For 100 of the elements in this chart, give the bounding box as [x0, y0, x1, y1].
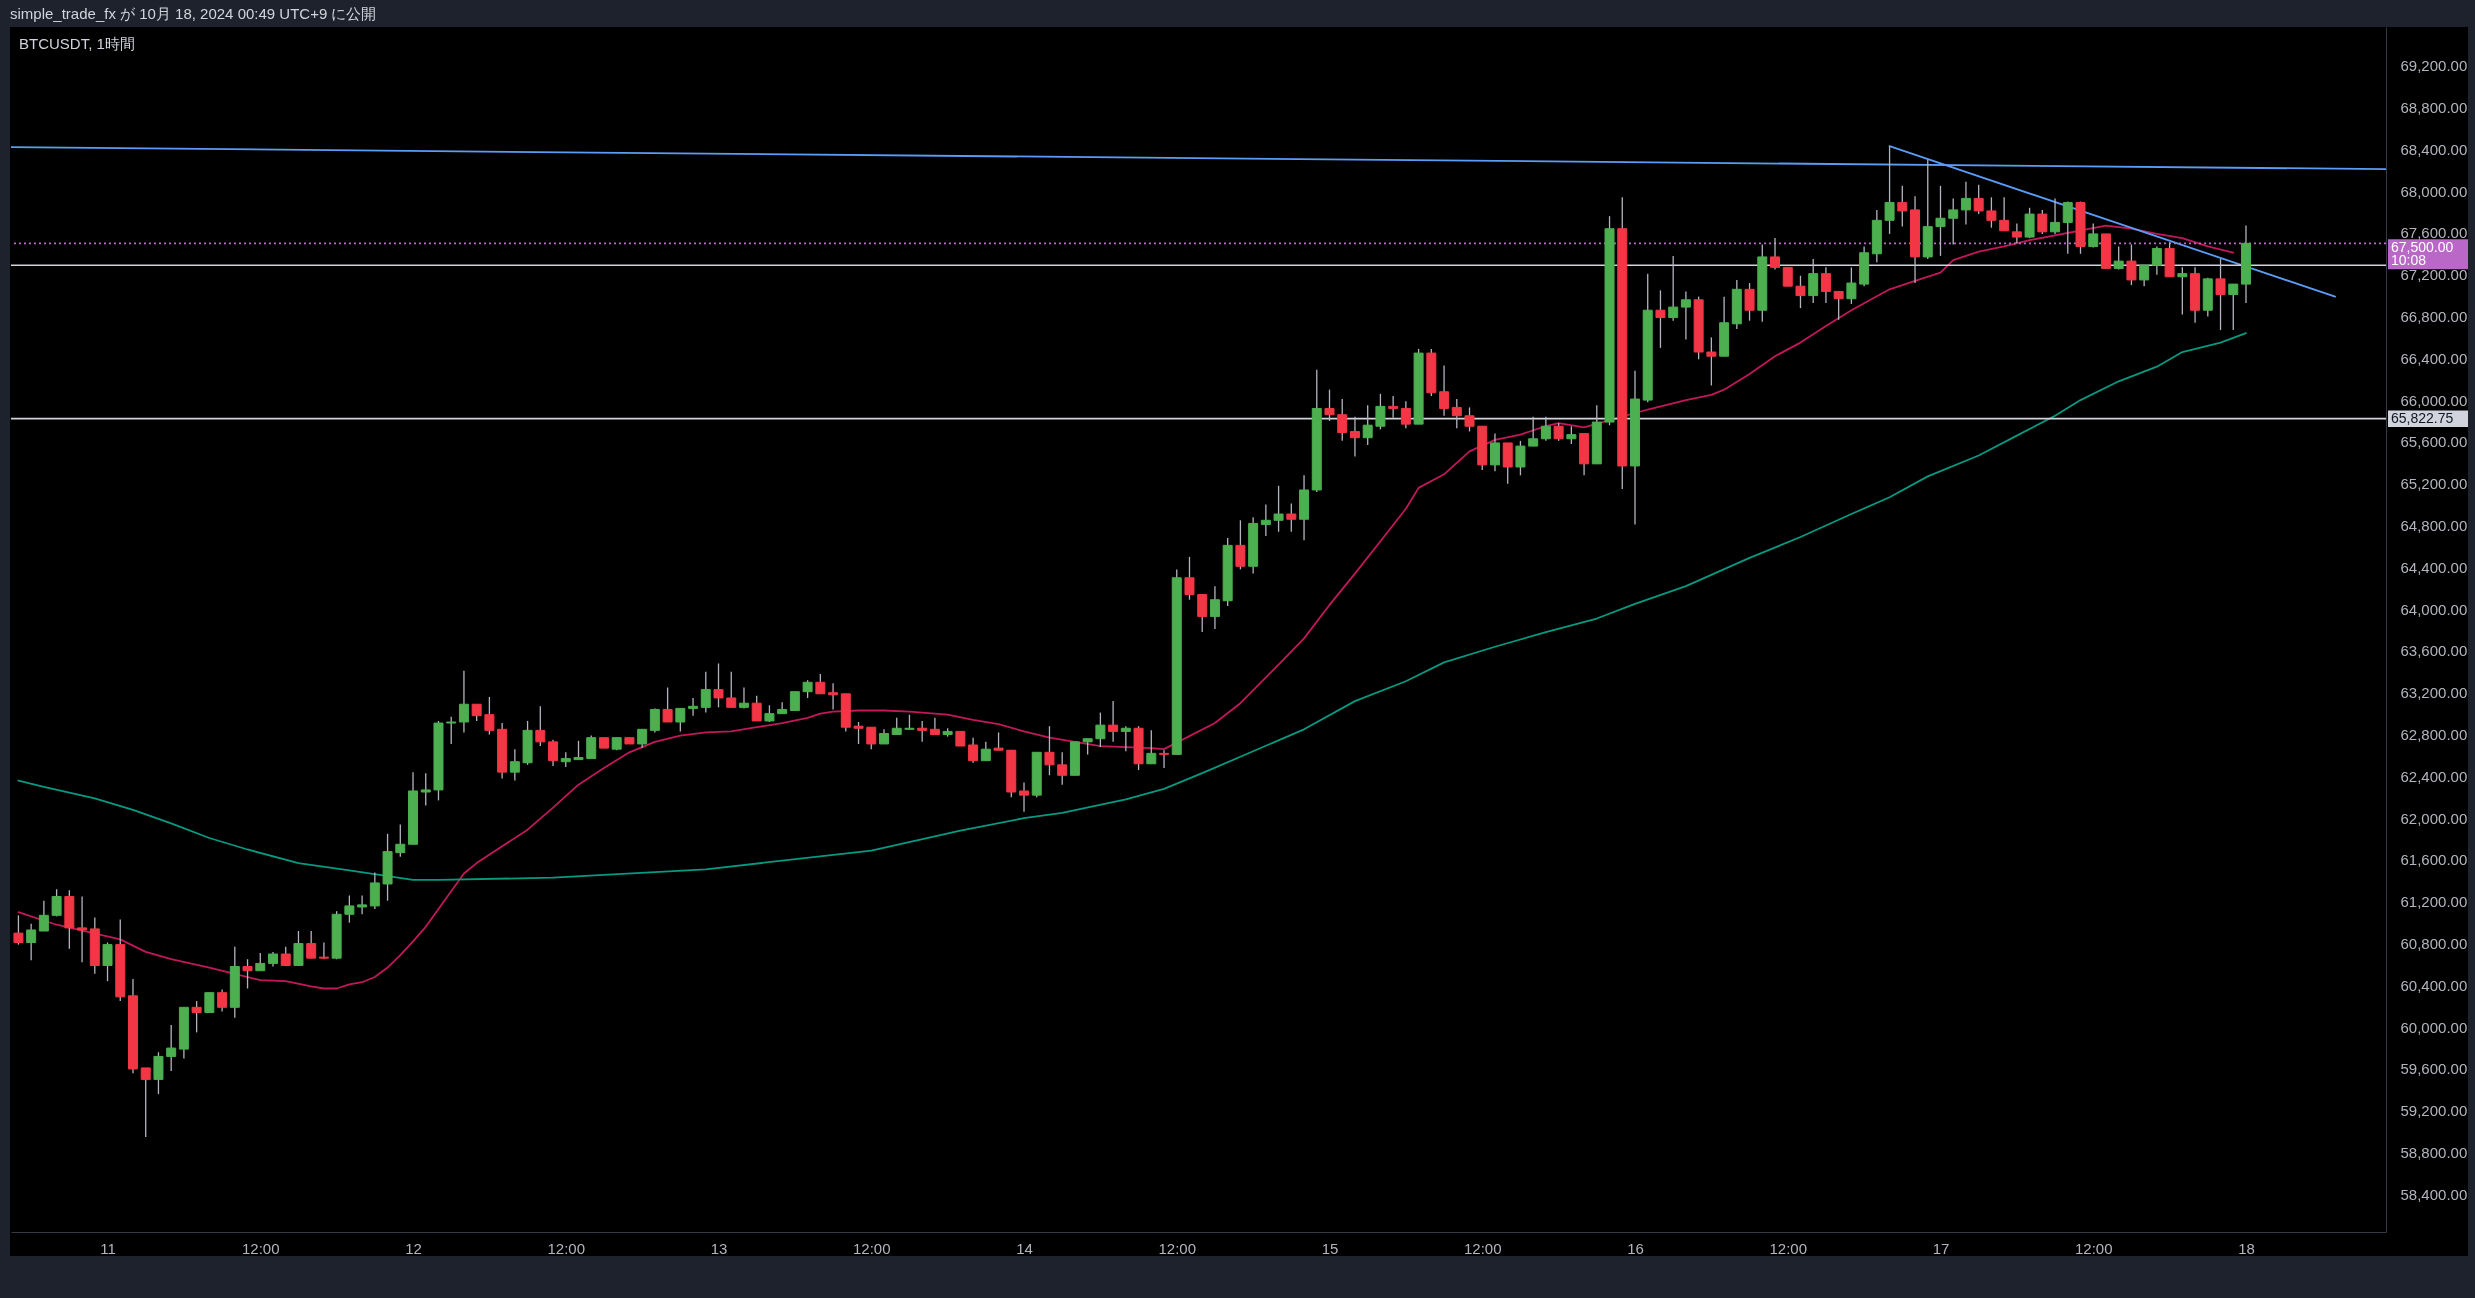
candlestick [1235, 519, 1246, 571]
candlestick [2139, 264, 2150, 287]
candlestick [13, 914, 24, 946]
candlestick [1260, 503, 1271, 537]
y-tick-label: 67,200.00 [2400, 266, 2468, 284]
candlestick [1375, 393, 1386, 431]
x-tick-label: 12:00 [1463, 1239, 1502, 1257]
candlestick [815, 673, 826, 695]
candlestick [586, 734, 597, 760]
candlestick [1770, 237, 1781, 271]
candlestick [458, 670, 469, 734]
line-series [17, 224, 2235, 990]
candlestick [968, 737, 979, 764]
candlestick [2215, 258, 2226, 331]
y-tick-label: 62,000.00 [2400, 809, 2468, 827]
ref-line-label: 65,822.75 [2391, 409, 2454, 426]
candlestick [917, 720, 928, 743]
candlestick [1273, 485, 1284, 533]
y-tick-label: 66,400.00 [2400, 349, 2468, 367]
candlestick [1948, 197, 1959, 246]
candlestick [1540, 416, 1551, 442]
candlestick [77, 895, 88, 964]
y-tick-label: 61,600.00 [2400, 851, 2468, 869]
candlestick [853, 721, 864, 745]
candlestick [1668, 255, 1679, 322]
candlestick [1489, 432, 1500, 472]
candlestick [166, 1024, 177, 1072]
candlestick [1464, 406, 1475, 433]
candlestick [1999, 196, 2010, 232]
candlestick [140, 1067, 151, 1138]
candlestick [26, 923, 37, 961]
candlestick [1197, 593, 1208, 633]
x-tick-label: 18 [2238, 1239, 2255, 1257]
candlestick [726, 671, 737, 709]
y-tick-label: 66,800.00 [2400, 307, 2468, 325]
y-tick-label: 64,400.00 [2400, 558, 2468, 576]
candlestick [2050, 197, 2061, 235]
text: simple_trade_fx が 10月 18, 2024 00:49 UTC+9 に公開 [10, 4, 377, 24]
candlestick [1146, 729, 1157, 765]
y-tick-label: 59,600.00 [2400, 1060, 2468, 1078]
candlestick [573, 740, 584, 761]
y-tick-label: 60,800.00 [2400, 935, 2468, 953]
line-series [17, 332, 2247, 881]
candlestick [1057, 751, 1068, 786]
candlestick [1528, 416, 1539, 447]
candlestick [751, 695, 762, 722]
y-tick-label: 61,200.00 [2400, 893, 2468, 911]
candlestick [1795, 275, 1806, 309]
x-tick-label: 16 [1627, 1239, 1644, 1257]
candlestick [1184, 556, 1195, 601]
candlestick [2011, 222, 2022, 244]
candlestick [980, 741, 991, 762]
candlestick [153, 1051, 164, 1095]
candlestick [688, 697, 699, 717]
candlestick [1044, 725, 1055, 776]
candlestick [1897, 185, 1908, 228]
x-tick-label: 13 [710, 1239, 728, 1257]
x-tick-label: 12:00 [1769, 1239, 1808, 1257]
candlestick [344, 894, 355, 924]
y-tick-label: 58,400.00 [2400, 1185, 2468, 1203]
candlestick [51, 888, 62, 918]
y-tick-label: 68,800.00 [2400, 98, 2468, 116]
candlestick [1209, 585, 1220, 630]
candlestick [420, 772, 431, 807]
y-tick-label: 66,000.00 [2400, 391, 2468, 409]
candlestick [2177, 266, 2188, 316]
candlestick [484, 696, 495, 736]
text: BTCUSDT, 1時間 [19, 35, 135, 52]
y-tick-label: 58,800.00 [2400, 1144, 2468, 1162]
x-tick-label: 12:00 [2074, 1239, 2113, 1257]
candlestick [1451, 398, 1462, 429]
candlestick [700, 671, 711, 714]
y-tick-label: 63,600.00 [2400, 642, 2468, 660]
x-tick-label: 12:00 [1158, 1239, 1197, 1257]
candlestick [662, 686, 673, 723]
candlestick [548, 739, 559, 767]
candlestick [2062, 200, 2073, 255]
candlestick [675, 707, 686, 733]
y-tick-label: 64,000.00 [2400, 600, 2468, 618]
candlestick [2151, 245, 2162, 276]
candlestick [1986, 196, 1997, 229]
candlestick [1808, 258, 1819, 304]
candlestick [1935, 185, 1946, 257]
candlestick [2088, 222, 2099, 249]
candlestick [637, 728, 648, 749]
x-tick-label: 12:00 [852, 1239, 891, 1257]
candlestick [1820, 266, 1831, 304]
candlestick [1680, 290, 1691, 341]
candlestick [1324, 389, 1335, 422]
candlestick [713, 662, 724, 709]
y-tick-label: 59,200.00 [2400, 1102, 2468, 1120]
candlestick [1159, 749, 1170, 769]
candlestick [395, 823, 406, 858]
x-tick-label: 17 [1932, 1239, 1950, 1257]
candlestick [1337, 398, 1348, 442]
x-tick-label: 12:00 [547, 1239, 586, 1257]
candlestick [1362, 404, 1373, 446]
y-tick-label: 64,800.00 [2400, 517, 2468, 535]
candlestick [866, 726, 877, 750]
y-tick-label: 62,400.00 [2400, 767, 2468, 785]
